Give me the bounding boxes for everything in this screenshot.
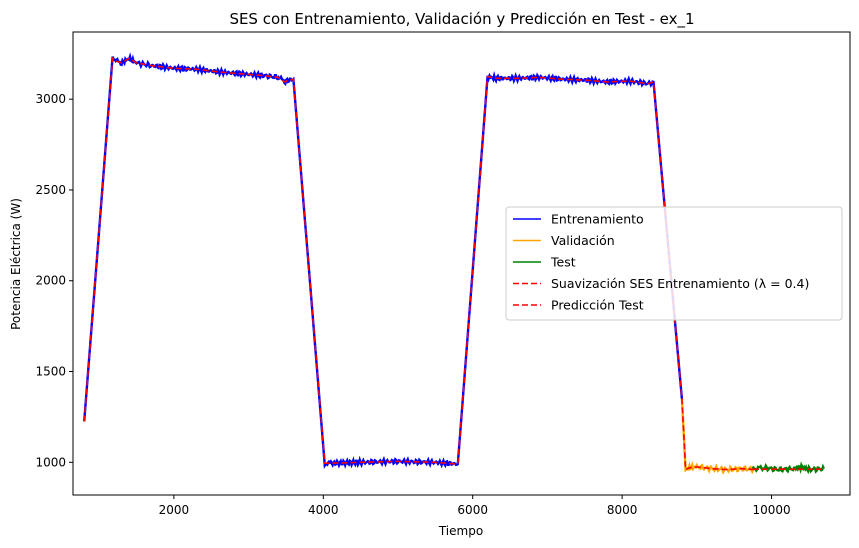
y-tick-label: 1500	[35, 365, 66, 379]
chart-title: SES con Entrenamiento, Validación y Pred…	[229, 10, 694, 29]
legend: Entrenamiento Validación Test Suavización S…	[505, 206, 843, 321]
plot-frame	[72, 31, 851, 496]
x-tick-label: 2000	[159, 503, 190, 517]
series-line-0	[83, 52, 684, 470]
y-tick-label: 3000	[35, 92, 66, 106]
x-tick-label: 8000	[607, 503, 638, 517]
axes: 2000 4000 6000 8000 10000 1000 1500 2000 2500 300…	[35, 31, 851, 517]
legend-label-1: Validación	[551, 233, 615, 248]
x-tick-label: 10000	[752, 503, 790, 517]
legend-label-4: Predicción Test	[551, 298, 644, 313]
x-tick-label: 4000	[308, 503, 339, 517]
legend-label-2: Test	[550, 255, 576, 270]
x-axis-label: Tiempo	[438, 524, 483, 538]
series-line-2	[751, 461, 825, 475]
y-tick-label: 1000	[35, 455, 66, 469]
y-tick-label: 2000	[35, 274, 66, 288]
plot-lines	[83, 52, 825, 475]
y-axis-label: Potencia Eléctrica (W)	[9, 198, 23, 330]
series-line-3	[83, 56, 757, 471]
legend-box	[505, 206, 843, 321]
y-tick-label: 2500	[35, 183, 66, 197]
legend-label-3: Suavización SES Entrenamiento (λ = 0.4)	[551, 276, 809, 291]
series-line-1	[680, 398, 758, 475]
legend-label-0: Entrenamiento	[551, 212, 644, 227]
x-tick-label: 6000	[457, 503, 488, 517]
